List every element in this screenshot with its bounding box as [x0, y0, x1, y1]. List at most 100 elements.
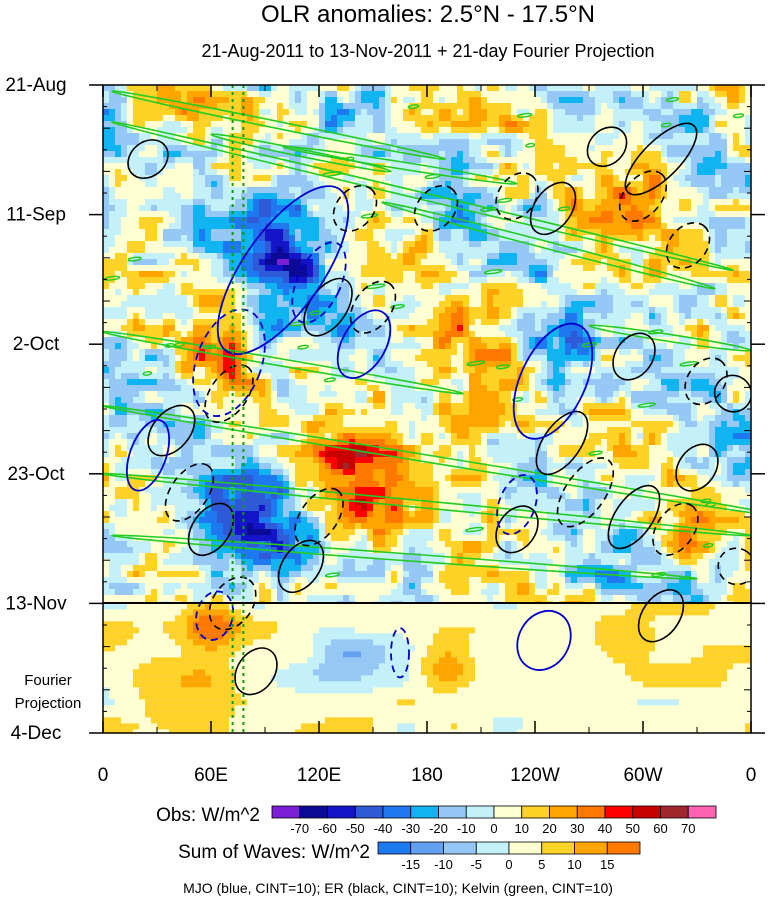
kelvin-contour	[497, 197, 513, 203]
colorbar-swatch	[271, 805, 301, 819]
colorbar-tick-label: -15	[401, 857, 420, 872]
kelvin-contour	[424, 173, 441, 180]
er-contour	[675, 443, 719, 492]
kelvin-contour	[344, 156, 355, 162]
kelvin-contour	[103, 330, 464, 395]
waves-colorbar-label: Sum of Waves: W/m^2	[178, 842, 370, 863]
kelvin-contour	[466, 360, 486, 366]
mjo-contours	[125, 185, 594, 679]
kelvin-contour	[588, 450, 603, 456]
colorbar-swatch	[410, 805, 439, 819]
mjo-contour	[336, 309, 392, 379]
er-contour	[187, 502, 235, 557]
kelvin-contour	[164, 343, 175, 348]
colorbar-swatch	[606, 841, 641, 855]
colorbar-tick-label: 10	[515, 821, 529, 836]
y-tick-label: 4-Dec	[11, 723, 62, 744]
y-axis: 21-Aug 11-Sep 2-Oct 23-Oct 13-Nov 4-Dec	[5, 75, 765, 744]
colorbar-swatch	[574, 841, 608, 855]
er-contour	[624, 122, 698, 196]
x-tick-label: 120W	[510, 765, 560, 786]
kelvin-contour	[647, 329, 664, 335]
chart-title: OLR anomalies: 2.5°N - 17.5°N	[261, 1, 595, 28]
mjo-contour	[516, 609, 572, 671]
mjo-contour	[390, 627, 410, 679]
kelvin-contour	[483, 269, 503, 275]
observed-olr-field	[103, 85, 751, 607]
x-axis: 0 60E 120E 180 120W 60W 0	[98, 85, 756, 786]
colorbar-tick-label: 15	[600, 857, 614, 872]
kelvin-contour	[511, 397, 524, 402]
kelvin-contour	[360, 213, 379, 219]
fourier-projection-field	[103, 603, 751, 733]
colorbar-swatch	[354, 805, 384, 819]
kelvin-contour	[297, 344, 309, 350]
colorbar-swatch	[549, 805, 578, 819]
mjo-contour	[195, 590, 235, 641]
colorbar-tick-label: -20	[429, 821, 448, 836]
colorbar-tick-label: 60	[653, 821, 667, 836]
colorbar-tick-label: -5	[470, 857, 482, 872]
mjo-contour	[291, 241, 347, 324]
kelvin-contour	[203, 344, 217, 350]
kelvin-contour	[700, 498, 712, 504]
kelvin-contour	[321, 171, 343, 177]
x-tick-label: 60W	[623, 765, 662, 786]
kelvin-contour	[127, 256, 142, 262]
colorbar-swatch	[493, 805, 523, 819]
kelvin-contour	[111, 90, 446, 161]
er-contour	[277, 539, 325, 594]
colorbar-swatch	[327, 805, 356, 819]
y-tick-label: 21-Aug	[5, 75, 66, 96]
er-contour	[717, 547, 751, 586]
colorbar-tick-label: -10	[457, 821, 476, 836]
kelvin-contour	[407, 104, 420, 110]
colorbar-swatch	[465, 805, 495, 819]
colorbar-tick-label: -50	[346, 821, 365, 836]
colorbar-tick-label: 50	[626, 821, 640, 836]
colorbar-swatch	[410, 841, 444, 855]
plot-area	[103, 85, 751, 733]
kelvin-contour	[309, 310, 322, 316]
kelvin-contour	[111, 534, 698, 580]
kelvin-contour	[289, 320, 309, 327]
er-contour	[164, 462, 215, 522]
kelvin-contour	[496, 364, 510, 370]
colorbar-swatch	[604, 805, 634, 819]
mjo-contour	[496, 474, 538, 536]
kelvin-contour	[174, 342, 186, 347]
er-contour	[495, 505, 539, 554]
colorbar-tick-label: 30	[570, 821, 584, 836]
colorbar-swatch	[508, 841, 543, 855]
colorbar-tick-label: -40	[374, 821, 393, 836]
er-contour	[713, 374, 751, 413]
colorbar-swatch	[438, 805, 467, 819]
colorbar-tick-label: 0	[490, 821, 497, 836]
er-contour	[127, 139, 169, 180]
footer-legend: MJO (blue, CINT=10); ER (black, CINT=10)…	[183, 880, 613, 896]
kelvin-contour	[142, 371, 153, 376]
er-contour	[535, 410, 589, 476]
x-tick-label: 0	[98, 765, 109, 786]
er-contour	[586, 126, 628, 168]
kelvin-contour	[660, 122, 672, 128]
colorbar-swatch	[521, 805, 550, 819]
kelvin-contour	[479, 206, 497, 212]
colorbar-swatch	[443, 841, 477, 855]
er-contour	[684, 357, 728, 406]
x-tick-label: 180	[411, 765, 443, 786]
kelvin-contour	[381, 201, 716, 290]
colorbar-tick-label: -30	[401, 821, 420, 836]
mjo-contour	[512, 322, 594, 440]
er-contour	[607, 484, 661, 550]
colorbar-tick-label: 70	[681, 821, 695, 836]
er-contour	[529, 181, 577, 236]
colorbar-tick-label: 40	[598, 821, 612, 836]
colorbar-tick-label: 5	[538, 857, 545, 872]
er-contour	[294, 487, 344, 547]
mjo-contour	[192, 308, 266, 417]
kelvin-contours	[103, 90, 751, 580]
kelvin-contour	[111, 121, 734, 272]
kelvin-contour	[210, 133, 392, 173]
projection-label-line2: Projection	[15, 695, 82, 712]
